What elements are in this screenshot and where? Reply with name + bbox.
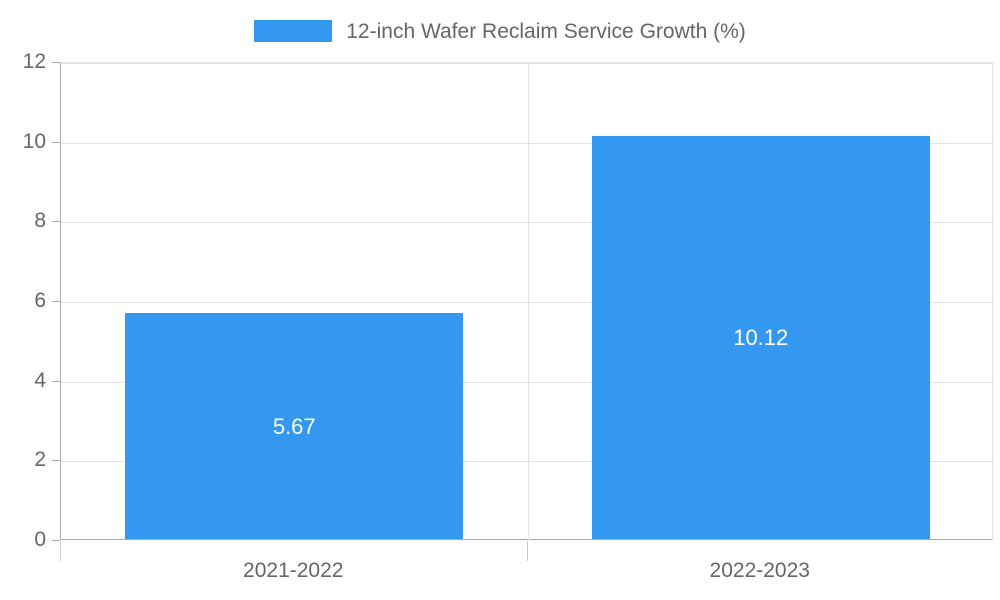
y-axis-tick-mark	[52, 380, 60, 382]
y-axis-tick-label: 12	[22, 50, 46, 73]
gridline-horizontal	[61, 302, 994, 303]
y-axis-tick-mark	[52, 62, 60, 63]
x-axis-origin-tick-mark	[60, 541, 61, 561]
gridline-vertical	[528, 63, 529, 541]
bar[interactable]	[125, 313, 464, 539]
x-axis-category-label: 2022-2023	[709, 559, 810, 582]
y-axis-tick-mark	[52, 141, 60, 143]
gridline-horizontal	[61, 222, 994, 224]
legend-label: 12-inch Wafer Reclaim Service Growth (%)	[346, 19, 746, 43]
gridline-horizontal	[61, 63, 994, 64]
gridline-horizontal	[61, 461, 994, 463]
y-axis-tick-label: 0	[34, 528, 46, 551]
x-axis-tick-mark	[527, 541, 528, 561]
legend-color-swatch-icon	[254, 20, 333, 42]
y-axis-tick-label: 2	[34, 448, 46, 472]
y-axis-tick-mark	[52, 221, 60, 223]
plot-area: 5.67 10.12	[60, 62, 994, 541]
y-axis-tick-label: 4	[34, 368, 46, 392]
bar[interactable]	[591, 135, 930, 539]
y-axis-tick-label: 6	[34, 289, 46, 312]
y-axis-tick-mark	[52, 460, 60, 462]
chart-legend: 12-inch Wafer Reclaim Service Growth (%)	[0, 14, 1000, 48]
y-axis-tick-mark	[52, 301, 60, 302]
gridline-horizontal	[61, 142, 994, 144]
legend-item[interactable]: 12-inch Wafer Reclaim Service Growth (%)	[254, 20, 746, 42]
gridline-horizontal	[61, 381, 994, 383]
x-axis-category-label: 2021-2022	[243, 559, 344, 582]
y-axis-tick-mark	[52, 540, 60, 541]
y-axis-tick-label: 8	[34, 209, 46, 233]
y-axis-tick-label: 10	[22, 129, 46, 153]
